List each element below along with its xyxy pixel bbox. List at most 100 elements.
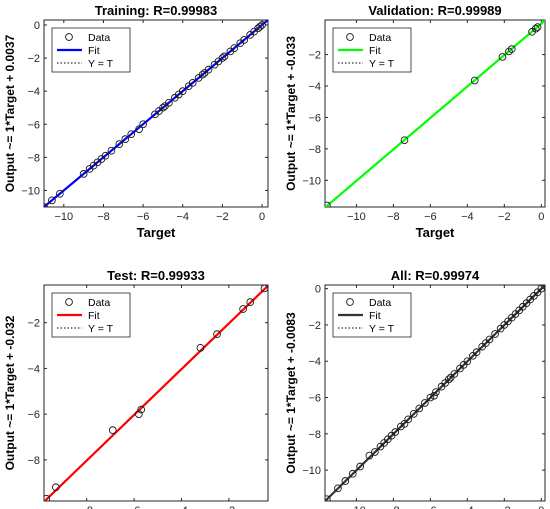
fit-line [325,285,545,501]
y-tick-label: −4 [27,86,40,98]
y-tick-label: −4 [27,363,40,375]
data-point [400,420,409,428]
x-tick-label: −8 [387,505,400,509]
data-point [101,151,110,160]
x-tick-label: −6 [128,505,141,509]
y-tick-label: −6 [308,393,321,405]
data-point [107,146,116,155]
x-tick-label: −8 [97,211,110,223]
x-tick-label: −10 [54,211,73,223]
data-point [415,404,424,413]
y-tick-label: −10 [302,175,321,187]
legend-label: Data [88,297,110,309]
legend-label: Y = T [369,323,395,335]
data-point [52,483,60,492]
data-points [44,285,268,501]
data-point [325,495,331,501]
data-point [127,130,136,139]
y-tick-label: −2 [308,50,321,62]
data-point [230,44,239,52]
legend-label: Data [88,32,110,44]
chart-panel-2: −10 −8 −6 −4 −2 0 −10 −8 −6 −4 −2 Validation: R=0.9… [284,3,546,240]
y-tick-label: −6 [27,409,40,421]
data-point [56,189,64,198]
x-tick-label: −10 [347,211,366,223]
x-tick-label: −6 [137,211,150,223]
x-tick-label: −4 [461,211,474,223]
data-point [196,344,205,352]
data-point [409,410,418,418]
y-axis-label: Output ~= 1*Target + -0.0083 [284,312,298,474]
data-point [537,285,545,293]
data-point [204,65,213,74]
chart-title: Validation: R=0.99989 [368,3,501,18]
x-tick-label: −2 [498,211,511,223]
y-tick-label: −10 [302,465,321,477]
data-point [239,305,247,313]
data-point [246,298,255,306]
legend-box [51,292,131,338]
legend-label: Y = T [88,323,114,335]
fit-line [325,20,545,207]
y-tick-label: −6 [308,112,321,124]
data-point [115,140,124,148]
data-point [260,285,268,293]
data-point [139,120,147,129]
data-point [334,484,342,493]
data-point [325,201,331,207]
data-points [325,23,542,207]
data-point [371,448,379,456]
legend-label: Y = T [88,58,114,70]
data-point [432,388,440,396]
x-axis-label: Target [137,225,176,240]
legend-label: Fit [88,310,100,322]
legend-label: Data [369,32,391,44]
x-tick-label: −4 [176,211,189,223]
x-tick-label: −2 [223,505,236,509]
data-point [341,477,350,485]
y-tick-label: −8 [308,144,321,156]
legend-label: Data [369,297,391,309]
y-tick-label: −2 [308,320,321,332]
data-point [79,170,88,178]
data-point [44,494,51,501]
data-point [445,375,453,384]
data-point [485,335,494,344]
data-point [356,462,364,471]
y-tick-label: −10 [21,185,40,197]
x-tick-label: −4 [461,505,474,509]
data-point [108,426,117,434]
data-point [450,370,459,378]
y-tick-label: 0 [34,20,40,32]
x-tick-label: −2 [216,211,229,223]
series-lines [325,20,545,207]
data-point [505,47,513,56]
y-axis-label: Output ~= 1*Target + 0.0037 [3,34,17,192]
y-tick-label: −8 [27,455,40,467]
data-point [348,469,357,478]
chart-panel-1: −10 −8 −6 −4 −2 0 −10 −8 −6 −4 −2 0 Training: R=0.99… [3,3,269,240]
legend-marker-data [346,298,354,306]
x-tick-label: 0 [538,211,544,223]
y-tick-label: 0 [315,284,321,296]
chart-title: Test: R=0.99933 [107,268,205,283]
chart-title: All: R=0.99974 [391,268,480,283]
data-point [463,357,472,366]
data-point [188,79,197,87]
data-point [218,54,227,62]
legend-marker-data [65,33,73,41]
y-tick-label: −8 [308,429,321,441]
x-tick-label: 0 [538,505,544,509]
data-point [472,348,481,357]
x-tick-label: −8 [387,211,400,223]
data-point [507,45,516,53]
data-point [134,410,143,418]
data-point [430,391,438,400]
data-point [220,52,229,61]
data-point [137,405,146,414]
